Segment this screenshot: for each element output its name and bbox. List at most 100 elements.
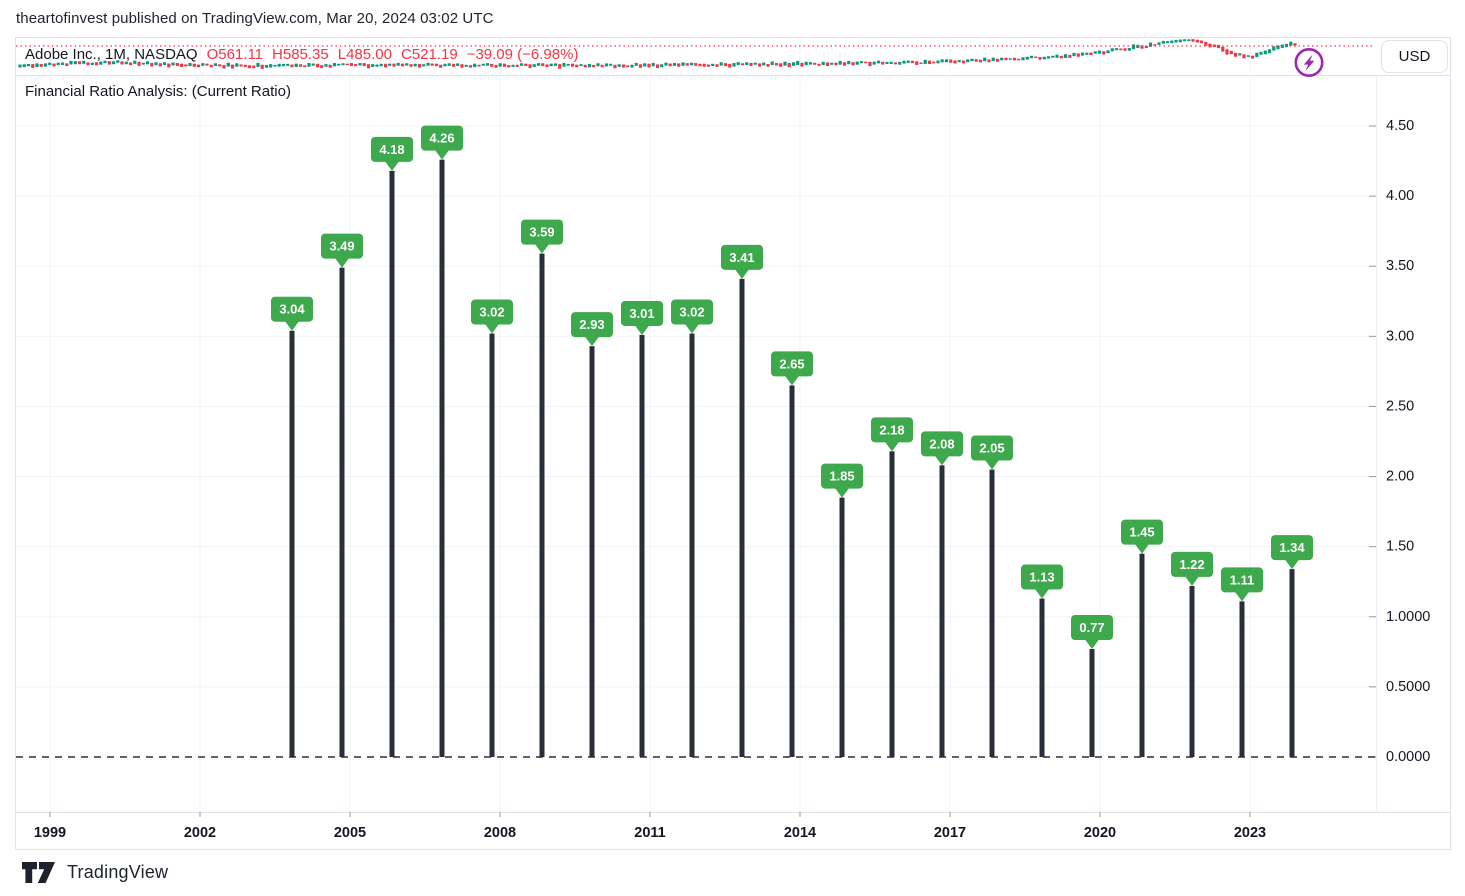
x-axis-label: 2008 — [484, 825, 516, 841]
value-label-box — [271, 296, 313, 322]
y-axis-label: 4.50 — [1386, 118, 1414, 134]
attribution-text: theartofinvest published on TradingView.… — [16, 10, 494, 27]
lollipop-bar[interactable]: 3.02 — [671, 299, 713, 757]
lollipop-bar[interactable]: 4.18 — [371, 136, 413, 758]
bar-stem — [1189, 585, 1195, 757]
value-label-box — [821, 463, 863, 489]
bar-stem — [789, 385, 795, 757]
value-label-text: 3.49 — [329, 239, 354, 254]
value-label-pointer — [1135, 544, 1149, 554]
value-label-pointer — [835, 488, 849, 498]
value-label-text: 1.85 — [829, 469, 854, 484]
value-label-text: 3.02 — [679, 305, 704, 320]
lollipop-bar[interactable]: 4.26 — [421, 125, 463, 758]
x-axis-label: 2002 — [184, 825, 216, 841]
lollipop-bar[interactable]: 2.08 — [921, 431, 963, 757]
bar-stem — [439, 159, 445, 758]
lollipop-bar[interactable]: 3.49 — [321, 233, 363, 757]
pane-separator — [15, 75, 1451, 76]
bar-stem — [989, 469, 995, 757]
value-label-text: 3.04 — [279, 302, 305, 317]
value-label-pointer — [735, 269, 749, 279]
value-label-pointer — [785, 375, 799, 386]
value-label-pointer — [585, 336, 599, 347]
bar-stem — [939, 465, 945, 757]
value-label-text: 2.18 — [879, 422, 904, 437]
bar-stem — [539, 253, 545, 757]
value-label-text: 0.77 — [1079, 620, 1104, 635]
lollipop-bar[interactable]: 1.34 — [1271, 535, 1313, 757]
value-label-pointer — [1035, 589, 1049, 599]
horizontal-gridlines — [16, 125, 1376, 758]
ohlc-open: O561.11 — [206, 46, 264, 63]
x-axis-label: 2011 — [634, 825, 665, 841]
lollipop-bar[interactable]: 3.01 — [621, 300, 663, 757]
ohlc-change: −39.09 (−6.98%) — [466, 46, 579, 63]
bar-stem — [1239, 601, 1245, 757]
value-label-text: 2.05 — [979, 441, 1004, 456]
value-label-box — [521, 219, 563, 245]
y-axis-labels: 4.50 4.00 3.50 3.00 2.50 2.00 1.50 1.0000 0.5000… — [1386, 118, 1430, 765]
value-label-box — [671, 299, 713, 325]
value-label-pointer — [985, 460, 999, 470]
y-axis-label: 4.00 — [1386, 188, 1414, 204]
value-label-box — [1171, 551, 1213, 577]
value-label-box — [1221, 567, 1263, 593]
y-axis-label: 3.50 — [1386, 258, 1414, 274]
value-label-text: 2.93 — [579, 317, 604, 332]
value-label-text: 3.59 — [529, 225, 554, 240]
bar-stem — [389, 170, 395, 758]
value-label-pointer — [635, 325, 649, 335]
lollipop-bar[interactable]: 3.59 — [521, 219, 563, 757]
currency-label: USD — [1398, 48, 1431, 65]
lollipop-bar[interactable]: 1.85 — [821, 463, 863, 757]
lollipop-bar[interactable]: 3.04 — [271, 296, 313, 757]
lollipop-bar[interactable]: 1.22 — [1171, 551, 1213, 757]
lollipop-bar[interactable]: 1.13 — [1021, 564, 1063, 757]
lollipop-bar[interactable]: 3.41 — [721, 244, 763, 757]
lollipop-bar[interactable]: 2.18 — [871, 417, 913, 757]
lollipop-bar[interactable]: 2.93 — [571, 312, 613, 757]
value-label-text: 3.02 — [479, 305, 504, 320]
bar-stem — [639, 334, 645, 757]
value-label-box — [871, 417, 913, 443]
value-label-pointer — [935, 455, 949, 466]
value-label-pointer — [1085, 639, 1099, 650]
value-label-text: 1.45 — [1129, 525, 1154, 540]
value-label-pointer — [1235, 591, 1249, 602]
value-label-box — [321, 233, 363, 259]
value-label-box — [971, 435, 1013, 461]
bar-stem — [1139, 553, 1145, 757]
vertical-gridlines — [49, 38, 1251, 817]
bar-stem — [739, 278, 745, 757]
value-label-text: 1.11 — [1230, 572, 1255, 587]
footer-brand[interactable]: TradingView — [22, 862, 168, 883]
lollipop-bar[interactable]: 1.11 — [1221, 567, 1263, 757]
lollipop-bar[interactable]: 3.02 — [471, 299, 513, 757]
lollipop-bar[interactable]: 1.45 — [1121, 519, 1163, 757]
lollipop-bar[interactable]: 2.05 — [971, 435, 1013, 757]
bar-stem — [1039, 598, 1045, 757]
y-axis-label: 2.00 — [1386, 469, 1414, 485]
value-label-pointer — [285, 321, 299, 331]
x-axis-label: 2017 — [934, 825, 966, 841]
bar-stem — [339, 267, 345, 757]
y-axis-label: 0.5000 — [1386, 679, 1430, 695]
x-axis-label: 1999 — [34, 825, 66, 841]
value-label-text: 4.26 — [429, 131, 454, 146]
tradingview-logo-text: TradingView — [67, 862, 169, 882]
y-axis-label: 3.00 — [1386, 328, 1414, 344]
price-scale-separator — [1376, 76, 1377, 812]
lollipop-series: 3.04 3.49 4.18 4.26 3.02 3.59 2.93 3.01 3.02 3.41… — [271, 125, 1313, 758]
lollipop-bar[interactable]: 2.65 — [771, 351, 813, 757]
value-label-pointer — [885, 441, 899, 452]
currency-button[interactable]: USD — [1381, 40, 1448, 73]
y-axis-label: 1.50 — [1386, 539, 1414, 555]
x-axis-labels: 1999 2002 2005 2008 2011 2014 2017 2020 2023 — [34, 825, 1266, 841]
symbol-info-row[interactable]: Adobe Inc., 1M, NASDAQ O561.11 H585.35 L485… — [25, 46, 578, 63]
value-label-text: 1.34 — [1279, 540, 1305, 555]
lollipop-bar[interactable]: 0.77 — [1071, 615, 1113, 757]
value-label-box — [1071, 615, 1113, 641]
